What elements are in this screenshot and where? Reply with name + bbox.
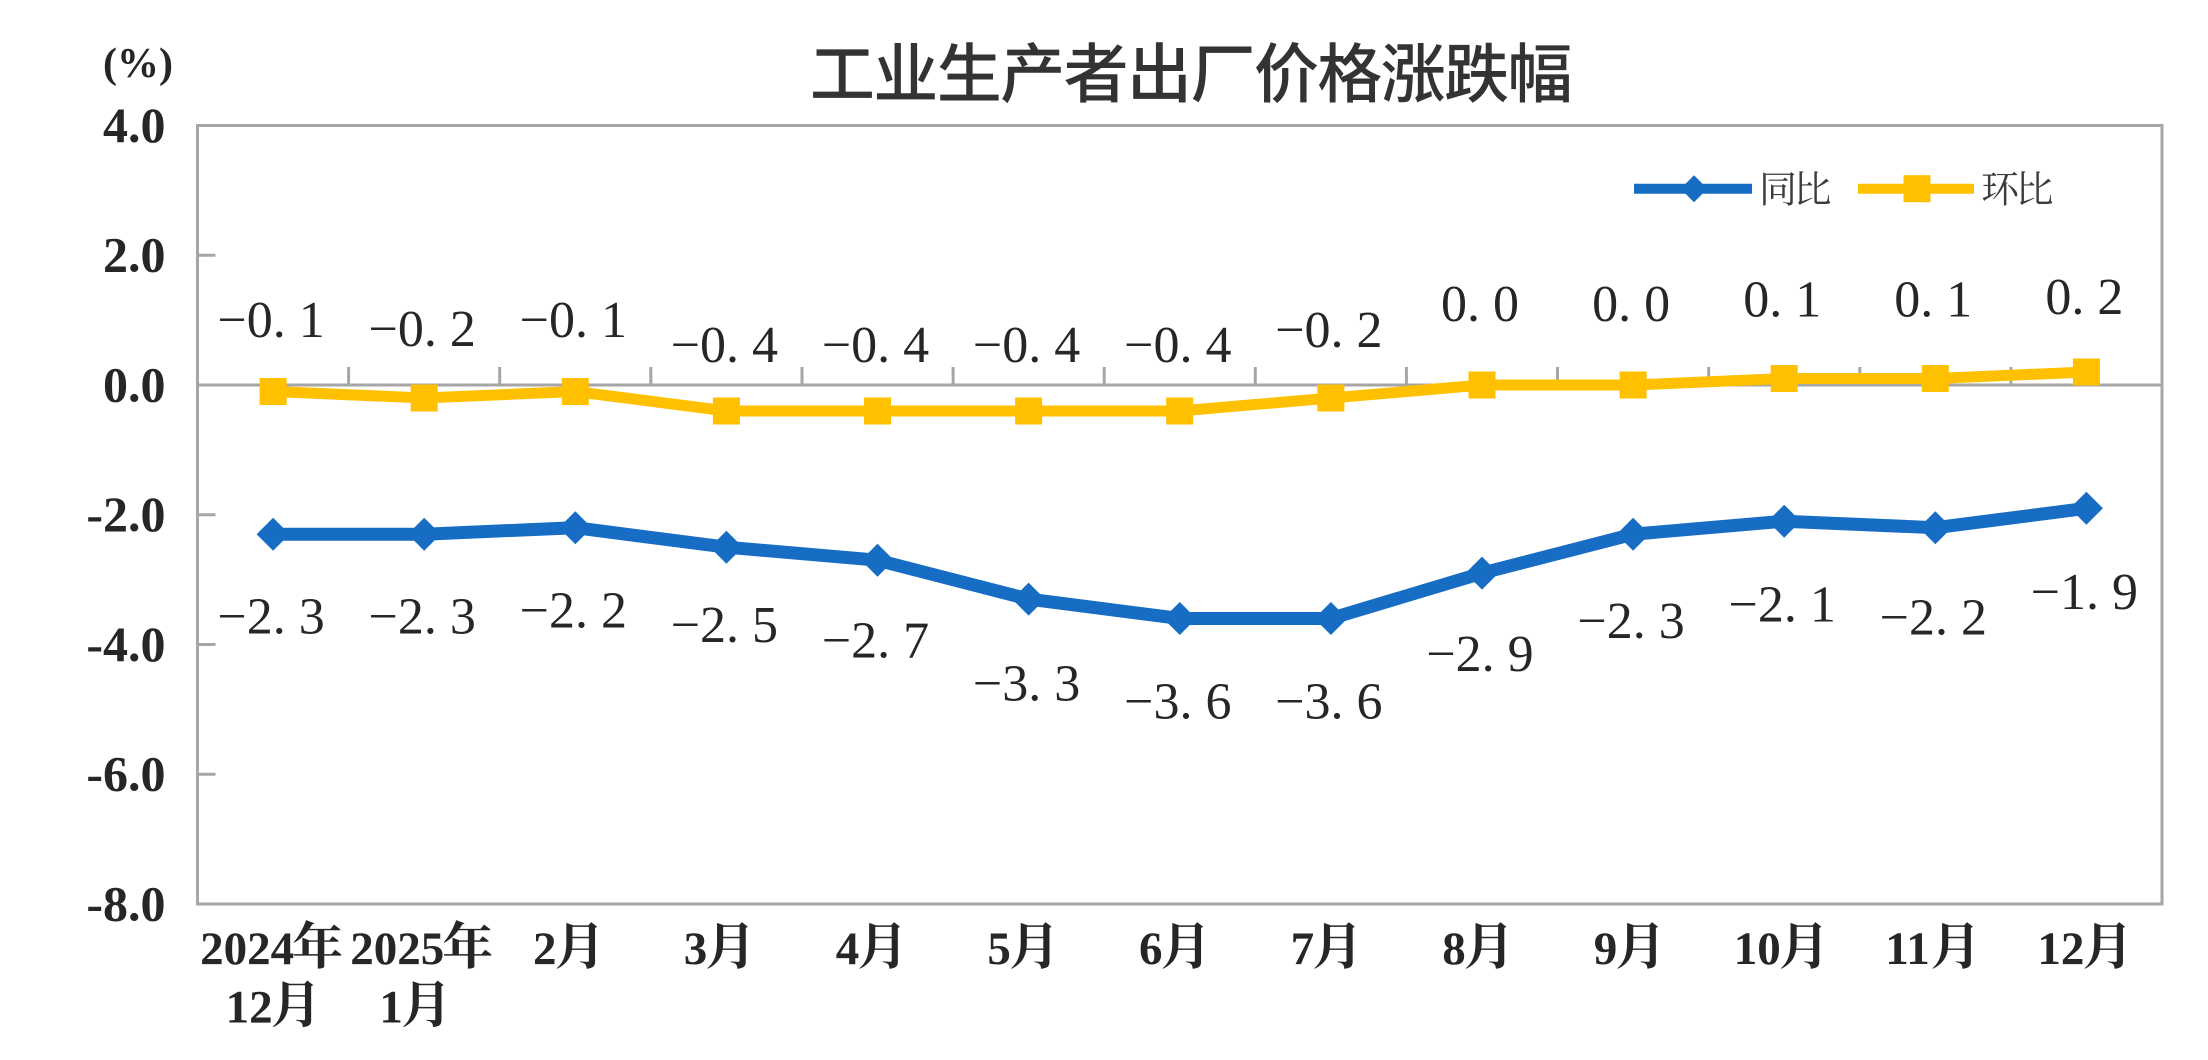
svg-text:6: 6 xyxy=(1139,923,1163,975)
svg-text:−0. 1: −0. 1 xyxy=(217,292,324,349)
svg-text:−0. 2: −0. 2 xyxy=(1275,302,1382,359)
svg-text:−2. 2: −2. 2 xyxy=(1880,590,1987,647)
svg-text:7: 7 xyxy=(1291,923,1315,975)
svg-text:0. 0: 0. 0 xyxy=(1592,276,1670,333)
svg-text:0. 2: 0. 2 xyxy=(2045,269,2123,326)
svg-text:−0. 4: −0. 4 xyxy=(1124,317,1231,374)
svg-text:−3. 3: −3. 3 xyxy=(973,656,1080,713)
svg-text:−0. 4: −0. 4 xyxy=(822,317,929,374)
svg-text:−2. 7: −2. 7 xyxy=(822,613,929,670)
svg-text:−3. 6: −3. 6 xyxy=(1275,674,1382,731)
svg-text:−2. 2: −2. 2 xyxy=(520,583,627,640)
svg-text:-6.0: -6.0 xyxy=(86,746,165,802)
svg-text:5: 5 xyxy=(987,923,1011,975)
svg-text:12: 12 xyxy=(226,982,273,1034)
svg-text:(%): (%) xyxy=(103,41,173,87)
svg-text:-8.0: -8.0 xyxy=(86,875,165,931)
svg-text:−0. 2: −0. 2 xyxy=(369,301,476,358)
svg-text:8: 8 xyxy=(1442,923,1466,975)
svg-text:−2. 3: −2. 3 xyxy=(1577,593,1684,650)
svg-text:12: 12 xyxy=(2037,923,2084,975)
svg-text:4.0: 4.0 xyxy=(103,97,166,153)
svg-text:−2. 3: −2. 3 xyxy=(217,589,324,646)
svg-text:4: 4 xyxy=(836,923,860,975)
svg-text:0. 1: 0. 1 xyxy=(1894,272,1972,329)
svg-text:−2. 3: −2. 3 xyxy=(369,589,476,646)
svg-text:−3. 6: −3. 6 xyxy=(1124,674,1231,731)
svg-text:-2.0: -2.0 xyxy=(86,486,165,542)
svg-text:-4.0: -4.0 xyxy=(86,616,165,672)
svg-text:−1. 9: −1. 9 xyxy=(2031,564,2138,621)
svg-text:−2. 9: −2. 9 xyxy=(1426,626,1533,683)
svg-text:0.0: 0.0 xyxy=(103,356,166,412)
svg-text:−0. 4: −0. 4 xyxy=(671,317,778,374)
svg-text:−0. 4: −0. 4 xyxy=(973,317,1080,374)
svg-text:3: 3 xyxy=(684,923,708,975)
svg-text:−2. 5: −2. 5 xyxy=(671,597,778,654)
svg-text:0. 0: 0. 0 xyxy=(1441,276,1519,333)
svg-text:2.0: 2.0 xyxy=(103,227,166,283)
svg-text:11: 11 xyxy=(1885,923,1929,975)
svg-text:2024: 2024 xyxy=(200,923,294,975)
svg-text:2: 2 xyxy=(533,923,557,975)
svg-text:10: 10 xyxy=(1734,923,1781,975)
svg-text:−0. 1: −0. 1 xyxy=(520,292,627,349)
svg-text:−2. 1: −2. 1 xyxy=(1729,577,1836,634)
svg-text:0. 1: 0. 1 xyxy=(1743,272,1821,329)
svg-text:9: 9 xyxy=(1594,923,1618,975)
svg-text:2025: 2025 xyxy=(350,923,444,975)
svg-text:1: 1 xyxy=(379,982,403,1034)
